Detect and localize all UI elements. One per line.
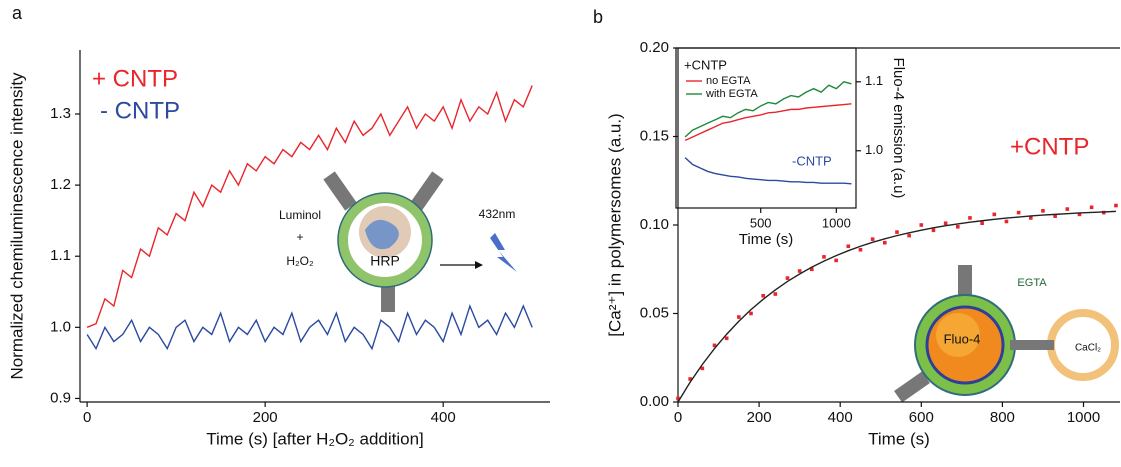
- legend-label: with EGTA: [705, 88, 758, 100]
- x-tick-label: 400: [828, 409, 853, 426]
- scatter-point: [1041, 209, 1045, 213]
- x-tick-label: 500: [750, 215, 772, 230]
- x-axis-label: Time (s): [868, 429, 930, 448]
- scatter-point: [712, 343, 717, 348]
- legend-label: +CNTP: [1010, 133, 1089, 160]
- scatter-point: [676, 396, 680, 401]
- y-tick-label: 1.1: [50, 247, 71, 264]
- legend-label: + CNTP: [92, 65, 178, 92]
- scatter-point: [1101, 210, 1106, 215]
- series-line: [684, 81, 852, 138]
- scatter-point: [1114, 203, 1118, 208]
- inset-frame: [675, 47, 857, 209]
- y-axis-label: Normalized chemiluminescence intensity: [7, 72, 26, 380]
- y-axis-label: Fluo-4 emission (a.u): [890, 58, 907, 199]
- annotation: CaCl₂: [1075, 343, 1101, 354]
- panel-label: b: [593, 7, 603, 27]
- scatter-point: [797, 269, 802, 273]
- y-tick-label: 1.0: [50, 318, 71, 335]
- series-line: [684, 103, 852, 142]
- scatter-point: [907, 233, 911, 238]
- x-tick-label: 200: [253, 409, 278, 426]
- scatter-point: [895, 230, 899, 234]
- scatter-point: [737, 315, 741, 319]
- scatter-point: [968, 216, 972, 220]
- annotation: HRP: [370, 253, 400, 269]
- scatter-point: [834, 258, 838, 263]
- y-tick-label: 0.10: [640, 216, 669, 233]
- fluo-vesicle: [894, 265, 1119, 403]
- scatter-point: [810, 267, 814, 272]
- scatter-point: [724, 336, 729, 341]
- scatter-point: [822, 255, 826, 259]
- scatter-point: [883, 240, 887, 245]
- legend-title: +CNTP: [684, 57, 727, 72]
- scatter-point: [1004, 219, 1009, 224]
- annotation: Fluo-4: [944, 331, 981, 346]
- y-tick-label: 0.00: [640, 393, 669, 410]
- annotation: EGTA: [1017, 277, 1047, 289]
- scatter-point: [931, 228, 936, 233]
- legend-label: no EGTA: [706, 75, 751, 87]
- x-tick-label: 400: [431, 409, 456, 426]
- scatter-point: [846, 244, 851, 249]
- series-line: [86, 85, 533, 328]
- y-tick-label: 0.9: [50, 389, 71, 406]
- y-axis-label: [Ca²⁺] in polymersomes (a.u.): [605, 113, 624, 336]
- panel-label: a: [12, 3, 23, 23]
- scatter-point: [1089, 205, 1094, 210]
- scatter-point: [1053, 214, 1057, 218]
- scatter-point: [943, 221, 948, 226]
- scatter-point: [919, 223, 924, 227]
- y-tick-label: 0.05: [640, 304, 669, 321]
- scatter-point: [688, 377, 692, 381]
- x-axis-label: Time (s): [739, 231, 793, 248]
- x-tick-label: 0: [674, 409, 682, 426]
- series-line: [86, 303, 533, 351]
- y-tick-label: 1.1: [865, 73, 883, 88]
- scatter-point: [749, 311, 753, 316]
- scatter-point: [785, 276, 790, 280]
- legend-label: -CNTP: [792, 153, 832, 168]
- y-tick-label: 0.20: [640, 39, 669, 56]
- y-tick-label: 0.15: [640, 127, 669, 144]
- x-tick-label: 200: [747, 409, 772, 426]
- scatter-point: [1016, 210, 1021, 215]
- hrp-vesicle: [323, 171, 517, 312]
- scatter-point: [700, 366, 705, 371]
- x-tick-label: 1000: [1067, 409, 1100, 426]
- x-tick-label: 800: [990, 409, 1015, 426]
- annotation: H₂O₂: [286, 254, 314, 268]
- y-tick-label: 1.2: [50, 176, 71, 193]
- x-tick-label: 0: [83, 409, 91, 426]
- scatter-point: [870, 237, 875, 241]
- scatter-point: [955, 224, 960, 229]
- annotation: +: [296, 230, 303, 244]
- scatter-point: [858, 247, 863, 252]
- legend-label: - CNTP: [100, 97, 180, 124]
- scatter-point: [761, 294, 765, 298]
- scatter-point: [992, 212, 997, 217]
- x-axis-label: Time (s) [after H₂O₂ addition]: [206, 429, 424, 448]
- scatter-point: [1077, 212, 1082, 217]
- x-tick-label: 600: [909, 409, 934, 426]
- annotation: Luminol: [279, 208, 321, 222]
- scatter-point: [1065, 207, 1070, 211]
- series-line: [684, 157, 852, 185]
- x-tick-label: 1000: [822, 215, 851, 230]
- scatter-point: [1028, 216, 1033, 220]
- scatter-point: [773, 292, 778, 296]
- y-tick-label: 1.0: [865, 142, 883, 157]
- annotation: 432nm: [479, 207, 516, 221]
- series-line: [677, 210, 1116, 403]
- scatter-point: [980, 221, 984, 226]
- y-tick-label: 1.3: [50, 105, 71, 122]
